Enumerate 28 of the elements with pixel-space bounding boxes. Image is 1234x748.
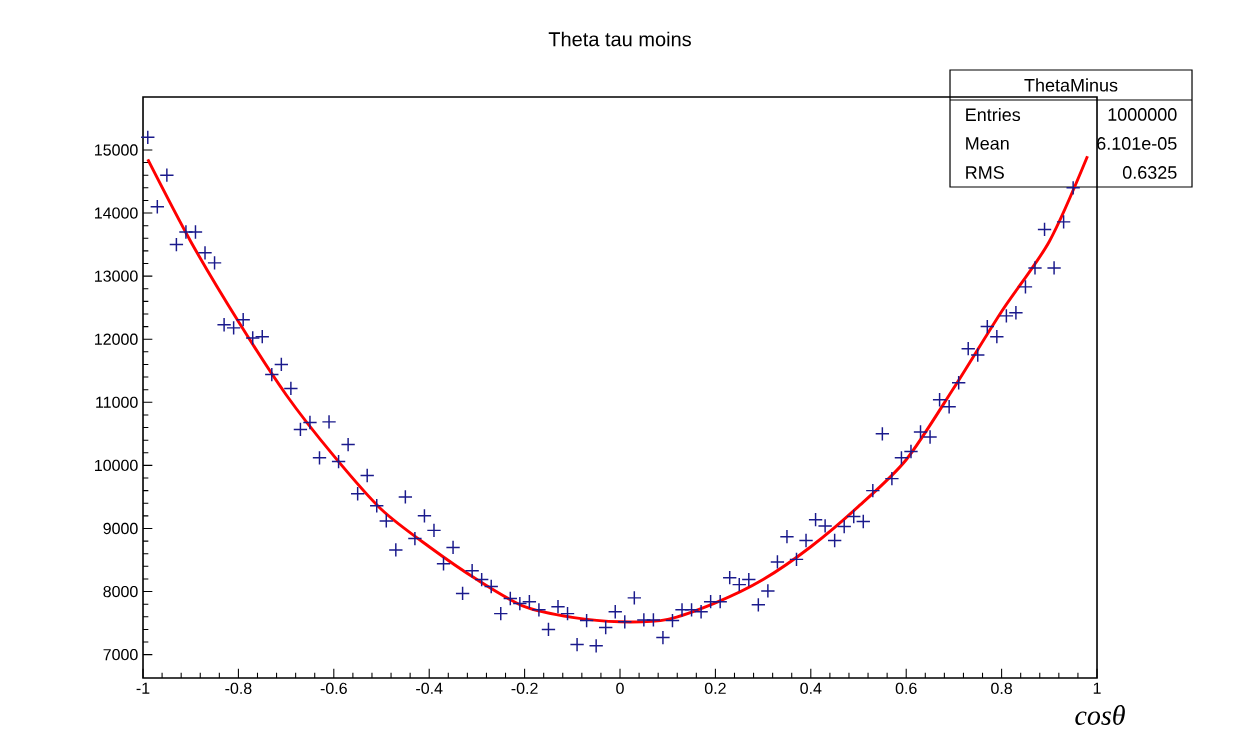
annotation: Mean: [966, 137, 1009, 150]
x-tick-label: 1: [1093, 682, 1101, 694]
chart-title: Theta tau moins: [548, 31, 691, 47]
x-tick-label: 0.8: [991, 682, 1013, 695]
text: 0.6325: [1122, 166, 1177, 179]
x-tick-label: -0.6: [320, 682, 347, 695]
text: ThetaMinus: [1024, 78, 1118, 92]
y-tick-label: 14000: [95, 207, 138, 219]
x-tick-label: -0.8: [225, 682, 252, 695]
y-tick-label: 10000: [95, 459, 138, 472]
y-tick-label: 11000: [96, 396, 138, 408]
x-tick-label: 0.4: [800, 682, 822, 695]
x-tick-label: 0.2: [704, 682, 726, 695]
x-tick-label: -0.2: [511, 682, 538, 695]
y-tick-label: 7000: [103, 648, 138, 661]
x-axis-title: cosθ: [1075, 705, 1125, 725]
text: 1000000: [1108, 108, 1177, 121]
y-tick-label: 12000: [95, 333, 138, 345]
x-tick-label: -1: [136, 682, 150, 694]
y-tick-label: 13000: [95, 270, 138, 282]
annotation: RMS: [966, 166, 1004, 179]
x-tick-label: 0: [616, 682, 624, 695]
x-tick-label: -0.4: [416, 682, 443, 695]
y-tick-label: 8000: [103, 585, 138, 598]
x-tick-label: 0.6: [895, 682, 917, 695]
annotation: Entries: [966, 107, 1021, 122]
y-tick-label: 9000: [103, 522, 138, 535]
y-tick-label: 15000: [95, 144, 138, 156]
